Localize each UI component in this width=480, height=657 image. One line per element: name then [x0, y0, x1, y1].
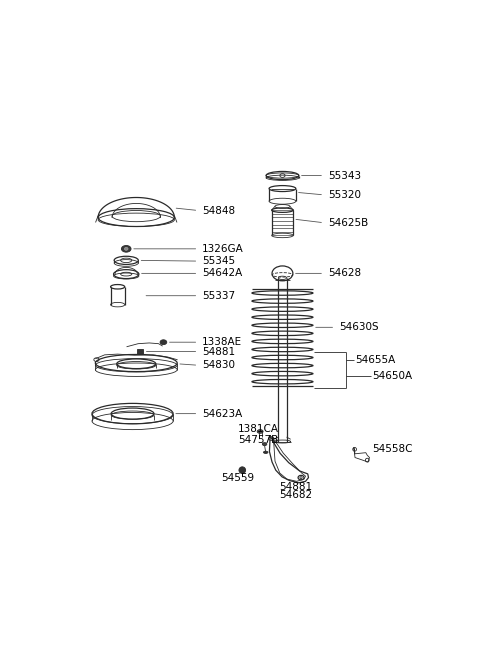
Text: 54642A: 54642A — [202, 268, 242, 279]
Text: 55337: 55337 — [202, 290, 235, 301]
Circle shape — [239, 467, 246, 474]
Ellipse shape — [124, 247, 128, 250]
Text: 54848: 54848 — [202, 206, 235, 215]
Text: 1338AE: 1338AE — [202, 337, 242, 347]
Ellipse shape — [263, 443, 267, 445]
Ellipse shape — [121, 246, 131, 252]
Text: 55343: 55343 — [328, 171, 361, 181]
Text: 54650A: 54650A — [372, 371, 412, 382]
Text: 54625B: 54625B — [328, 217, 368, 228]
Text: 54623A: 54623A — [202, 409, 242, 419]
Text: 54558C: 54558C — [372, 444, 412, 454]
Text: 54682: 54682 — [280, 489, 313, 500]
Text: 54881: 54881 — [280, 482, 313, 492]
Ellipse shape — [264, 451, 268, 453]
Bar — [137, 348, 144, 355]
Text: 55345: 55345 — [202, 256, 235, 266]
Ellipse shape — [257, 430, 263, 434]
Text: 54628: 54628 — [328, 268, 361, 279]
Ellipse shape — [160, 340, 167, 345]
Text: 54830: 54830 — [202, 360, 235, 371]
Text: 54630S: 54630S — [339, 323, 379, 332]
Text: 55320: 55320 — [328, 190, 361, 200]
Text: 54655A: 54655A — [355, 355, 395, 365]
Text: 54881: 54881 — [202, 346, 235, 357]
Text: 54757B: 54757B — [238, 436, 278, 445]
Text: 1381CA: 1381CA — [238, 424, 279, 434]
Text: 54559: 54559 — [221, 472, 254, 483]
Text: 1326GA: 1326GA — [202, 244, 244, 254]
